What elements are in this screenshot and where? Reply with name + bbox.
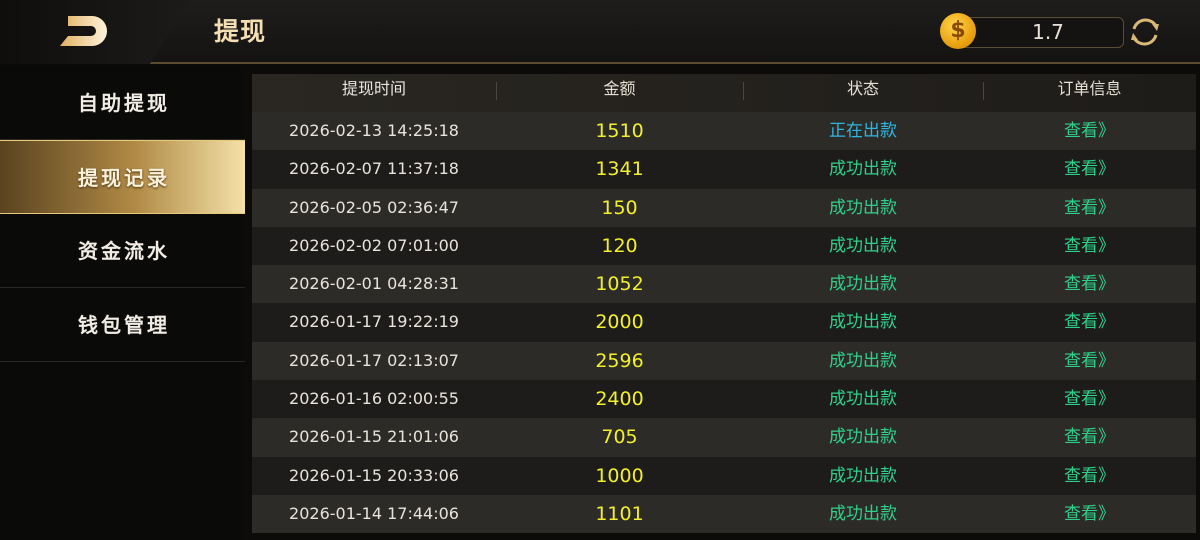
amount: 150 bbox=[601, 196, 638, 219]
table-row: 2026-01-14 17:44:06 1101 成功出款 查看》 bbox=[252, 494, 1196, 534]
amount: 2000 bbox=[595, 311, 644, 334]
status-text: 成功出款 bbox=[829, 503, 897, 524]
table-row: 2026-02-02 07:01:00 120 成功出款 查看》 bbox=[252, 226, 1196, 266]
amount: 705 bbox=[601, 426, 638, 449]
top-bar: 提现 1.7 $ bbox=[0, 0, 1200, 64]
column-header-status: 状态 bbox=[743, 74, 983, 112]
withdrawal-time: 2026-01-15 20:33:06 bbox=[289, 465, 459, 485]
sidebar-item-3[interactable]: 钱包管理 bbox=[0, 288, 245, 362]
amount: 1000 bbox=[595, 464, 644, 487]
amount: 2400 bbox=[595, 388, 644, 411]
status-text: 成功出款 bbox=[829, 465, 897, 486]
withdrawal-time: 2026-01-16 02:00:55 bbox=[289, 389, 459, 409]
withdrawal-time: 2026-02-13 14:25:18 bbox=[289, 121, 459, 140]
status-text: 成功出款 bbox=[829, 235, 897, 256]
amount: 1052 bbox=[595, 273, 644, 296]
withdrawal-time: 2026-02-01 04:28:31 bbox=[289, 274, 459, 294]
status-text: 成功出款 bbox=[829, 197, 897, 218]
withdrawal-time: 2026-01-15 21:01:06 bbox=[289, 427, 459, 447]
withdrawal-time: 2026-01-17 19:22:19 bbox=[289, 312, 459, 332]
amount: 1101 bbox=[595, 502, 644, 525]
view-order-link[interactable]: 查看》 bbox=[1064, 159, 1115, 180]
table-row: 2026-02-07 11:37:18 1341 成功出款 查看》 bbox=[252, 150, 1196, 189]
sidebar: 自助提现 提现记录 资金流水 钱包管理 bbox=[0, 66, 245, 540]
table-row: 2026-01-15 20:33:06 1000 成功出款 查看》 bbox=[252, 456, 1196, 495]
view-order-link[interactable]: 查看》 bbox=[1064, 197, 1115, 218]
view-order-link[interactable]: 查看》 bbox=[1064, 427, 1115, 448]
table-row: 2026-02-05 02:36:47 150 成功出款 查看》 bbox=[252, 188, 1196, 227]
view-order-link[interactable]: 查看》 bbox=[1064, 312, 1115, 333]
table-row: 2026-01-16 02:00:55 2400 成功出款 查看》 bbox=[252, 380, 1196, 419]
view-order-link[interactable]: 查看》 bbox=[1064, 389, 1115, 410]
sidebar-item-0[interactable]: 自助提现 bbox=[0, 66, 245, 140]
column-header-amount: 金额 bbox=[496, 74, 743, 112]
column-header-order-info: 订单信息 bbox=[983, 74, 1196, 112]
view-order-link[interactable]: 查看》 bbox=[1064, 503, 1115, 524]
table-header: 提现时间 金额 状态 订单信息 bbox=[252, 74, 1196, 112]
withdrawal-time: 2026-02-07 11:37:18 bbox=[289, 159, 459, 179]
status-text: 成功出款 bbox=[829, 427, 897, 448]
view-order-link[interactable]: 查看》 bbox=[1064, 274, 1115, 295]
sidebar-item-2[interactable]: 资金流水 bbox=[0, 214, 245, 288]
page-title: 提现 bbox=[214, 17, 267, 46]
view-order-link[interactable]: 查看》 bbox=[1064, 350, 1115, 371]
amount: 1510 bbox=[595, 120, 644, 142]
back-icon[interactable] bbox=[58, 14, 108, 48]
withdrawal-records-table: 提现时间 金额 状态 订单信息 2026-02-13 14:25:18 1510 正… bbox=[252, 74, 1196, 534]
withdrawal-time: 2026-01-14 17:44:06 bbox=[289, 503, 459, 523]
amount: 2596 bbox=[595, 349, 644, 372]
table-row: 2026-02-01 04:28:31 1052 成功出款 查看》 bbox=[252, 265, 1196, 304]
view-order-link[interactable]: 查看》 bbox=[1064, 235, 1115, 256]
view-order-link[interactable]: 查看》 bbox=[1064, 121, 1115, 141]
balance-display: 1.7 bbox=[958, 17, 1124, 48]
table-row: 2026-02-13 14:25:18 1510 正在出款 查看》 bbox=[252, 112, 1196, 151]
coin-dollar-icon: $ bbox=[940, 13, 976, 49]
refresh-icon[interactable] bbox=[1128, 15, 1162, 49]
withdrawal-time: 2026-02-02 07:01:00 bbox=[289, 235, 459, 255]
amount: 120 bbox=[601, 234, 638, 257]
table-row: 2026-01-15 21:01:06 705 成功出款 查看》 bbox=[252, 418, 1196, 457]
status-text: 成功出款 bbox=[829, 274, 897, 295]
view-order-link[interactable]: 查看》 bbox=[1064, 465, 1115, 486]
status-text: 成功出款 bbox=[829, 350, 897, 371]
status-text: 成功出款 bbox=[829, 312, 897, 333]
column-header-time: 提现时间 bbox=[341, 79, 406, 98]
amount: 1341 bbox=[595, 158, 644, 181]
sidebar-item-1[interactable]: 提现记录 bbox=[0, 140, 245, 214]
status-text: 成功出款 bbox=[829, 159, 897, 180]
table-row: 2026-01-17 19:22:19 2000 成功出款 查看》 bbox=[252, 303, 1196, 342]
status-text: 正在出款 bbox=[829, 121, 897, 141]
table-row: 2026-01-17 02:13:07 2596 成功出款 查看》 bbox=[252, 341, 1196, 381]
withdrawal-time: 2026-01-17 02:13:07 bbox=[289, 350, 459, 370]
status-text: 成功出款 bbox=[829, 389, 897, 410]
withdrawal-time: 2026-02-05 02:36:47 bbox=[289, 197, 459, 217]
